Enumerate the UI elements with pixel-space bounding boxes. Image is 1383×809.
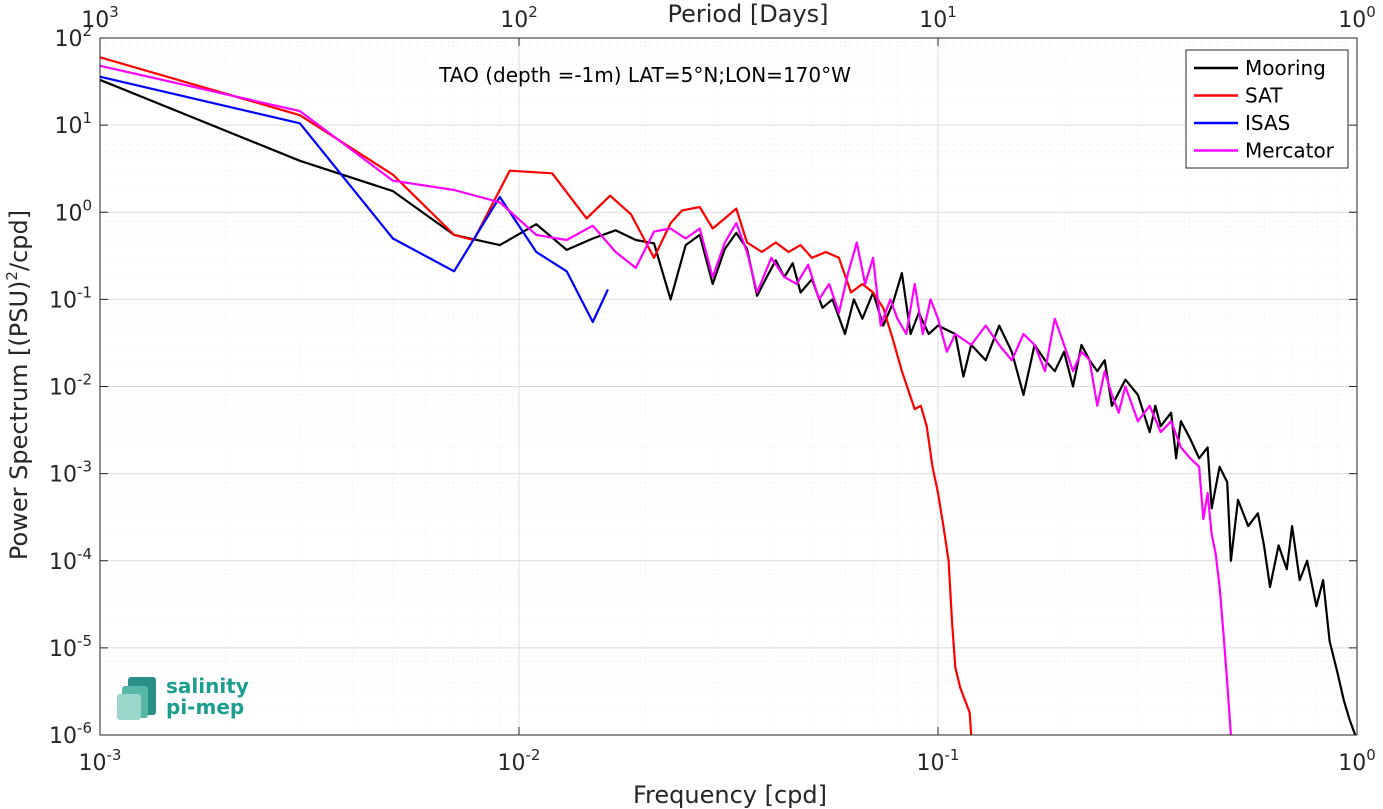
series-line-mooring — [100, 78, 1357, 735]
y-axis-label: Power Spectrum [(PSU)2/cpd] — [3, 210, 33, 560]
salinity-pimep-logo: salinity pi-mep — [117, 674, 249, 720]
tick-base: 10 — [498, 751, 526, 776]
y-tick-label: 10-5 — [49, 632, 92, 662]
tick-exponent: -1 — [945, 746, 960, 764]
y-axis-label-sup: 2 — [3, 271, 21, 281]
tick-base: 10 — [500, 8, 528, 33]
top-tick-label: 101 — [919, 3, 957, 33]
chart-annotation: TAO (depth =-1m) LAT=5°N;LON=170°W — [438, 63, 851, 87]
tick-base: 10 — [49, 288, 77, 313]
legend: Mooring SAT ISAS Mercator — [1185, 49, 1349, 169]
legend-label-isas: ISAS — [1245, 111, 1290, 135]
y-tick-label: 102 — [54, 22, 92, 52]
series-line-sat — [100, 56, 973, 735]
x-tick-label: 10-3 — [79, 746, 122, 776]
tick-exponent: -2 — [77, 371, 92, 389]
tick-base: 10 — [54, 201, 82, 226]
tick-base: 10 — [54, 27, 82, 52]
tick-base: 10 — [49, 376, 77, 401]
tick-base: 10 — [81, 8, 109, 33]
tick-exponent: -3 — [77, 458, 92, 476]
y-tick-label: 10-3 — [49, 458, 92, 488]
tick-exponent: -1 — [77, 283, 92, 301]
tick-exponent: 2 — [82, 22, 92, 40]
y-tick-label: 10-4 — [49, 545, 92, 575]
top-tick-label: 100 — [1338, 3, 1376, 33]
tick-exponent: 0 — [82, 196, 92, 214]
tick-exponent: -4 — [77, 545, 92, 563]
x-tick-label: 100 — [1338, 746, 1376, 776]
tick-exponent: -3 — [107, 746, 122, 764]
series-layer — [100, 56, 1357, 735]
top-tick-label: 102 — [500, 3, 538, 33]
tick-exponent: -6 — [77, 719, 92, 737]
x-tick-label: 10-2 — [498, 746, 541, 776]
tick-base: 10 — [79, 751, 107, 776]
logo-text-line1: salinity — [166, 674, 249, 698]
tick-exponent: 0 — [1366, 746, 1376, 764]
legend-label-mooring: Mooring — [1245, 56, 1326, 80]
series-line-isas — [100, 75, 609, 324]
legend-label-sat: SAT — [1245, 84, 1283, 108]
y-tick-label: 10-6 — [49, 719, 92, 749]
top-tick-label: 103 — [81, 3, 119, 33]
tick-base: 10 — [54, 114, 82, 139]
tick-exponent: 1 — [947, 3, 957, 21]
y-tick-label: 10-1 — [49, 283, 92, 313]
waves-icon — [117, 677, 156, 720]
y-tick-label: 100 — [54, 196, 92, 226]
legend-label-mercator: Mercator — [1245, 139, 1335, 163]
tick-exponent: -2 — [526, 746, 541, 764]
tick-exponent: -5 — [77, 632, 92, 650]
tick-exponent: 0 — [1366, 3, 1376, 21]
tick-base: 10 — [49, 463, 77, 488]
tick-base: 10 — [49, 724, 77, 749]
tick-base: 10 — [49, 550, 77, 575]
y-tick-label: 101 — [54, 109, 92, 139]
y-tick-label: 10-2 — [49, 371, 92, 401]
legend-box — [1185, 49, 1349, 169]
y-axis-label-tail: /cpd] — [5, 210, 33, 271]
x-tick-label: 10-1 — [917, 746, 960, 776]
tick-base: 10 — [1338, 8, 1366, 33]
logo-text-line2: pi-mep — [166, 695, 244, 719]
x-axis-label: Frequency [cpd] — [633, 781, 827, 809]
tick-base: 10 — [919, 8, 947, 33]
tick-exponent: 2 — [528, 3, 538, 21]
top-axis-label: Period [Days] — [667, 0, 828, 28]
series-line-mercator — [100, 64, 1232, 735]
tick-exponent: 1 — [82, 109, 92, 127]
tick-exponent: 3 — [109, 3, 119, 21]
y-axis-label-main: Power Spectrum [(PSU) — [5, 281, 33, 560]
tick-base: 10 — [49, 637, 77, 662]
tick-base: 10 — [917, 751, 945, 776]
tick-base: 10 — [1338, 751, 1366, 776]
